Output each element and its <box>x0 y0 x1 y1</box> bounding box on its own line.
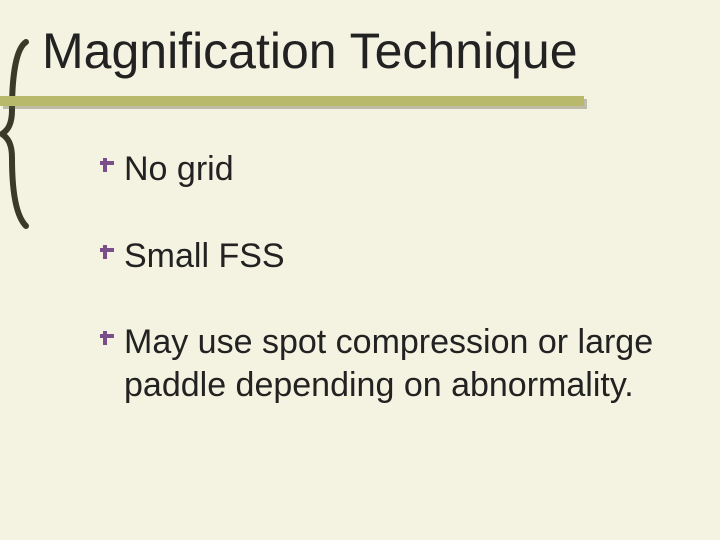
bullet-text: No grid <box>124 148 234 191</box>
bullet-icon <box>100 245 114 259</box>
bullet-text: May use spot compression or large paddle… <box>124 321 660 406</box>
left-brace-decoration <box>0 38 32 230</box>
title-underline <box>0 96 584 106</box>
bullet-icon <box>100 158 114 172</box>
slide: Magnification Technique No grid Small FS… <box>0 0 720 540</box>
list-item: No grid <box>100 148 660 191</box>
bullet-text: Small FSS <box>124 235 285 278</box>
bullet-list: No grid Small FSS May use spot compressi… <box>100 148 660 406</box>
bullet-icon <box>100 331 114 345</box>
slide-title: Magnification Technique <box>42 22 578 80</box>
list-item: May use spot compression or large paddle… <box>100 321 660 406</box>
list-item: Small FSS <box>100 235 660 278</box>
